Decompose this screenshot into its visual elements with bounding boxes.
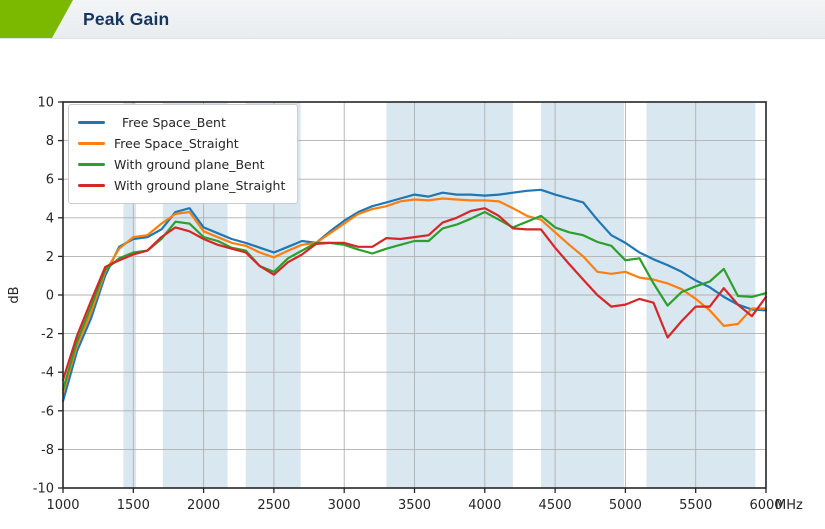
y-axis-label: dB (7, 286, 22, 303)
y-tick-label: 10 (37, 96, 54, 111)
legend-line-swatch (78, 163, 105, 166)
legend-item: Free Space_Straight (78, 133, 285, 154)
legend-label: With ground plane_Bent (114, 157, 265, 172)
page-title: Peak Gain (83, 9, 170, 29)
header-bar: Peak Gain (0, 0, 825, 39)
y-tick-label: 4 (46, 211, 54, 226)
legend-line-swatch (78, 184, 105, 187)
x-tick-label: 2500 (257, 498, 290, 513)
x-tick-label: 3000 (328, 498, 361, 513)
series-line (61, 210, 768, 391)
legend-label: With ground plane_Straight (114, 178, 286, 193)
y-tick-label: 0 (46, 289, 54, 304)
y-tick-label: -10 (33, 482, 54, 497)
legend-label: Free Space_Bent (114, 115, 226, 130)
y-tick-label: -4 (41, 366, 54, 381)
series-line (61, 197, 768, 395)
y-tick-label: 2 (46, 250, 54, 265)
series-line (61, 207, 768, 381)
header-accent-shape (0, 0, 73, 38)
x-axis-unit-label: MHz (775, 498, 803, 513)
legend-line-swatch (78, 142, 105, 145)
legend-item: Free Space_Bent (78, 112, 285, 133)
y-tick-label: -8 (41, 443, 54, 458)
legend-item: With ground plane_Straight (78, 175, 285, 196)
y-tick-label: -2 (41, 327, 54, 342)
y-tick-label: 6 (46, 173, 54, 188)
x-tick-label: 5500 (679, 498, 712, 513)
x-tick-label: 4500 (539, 498, 572, 513)
legend-item: With ground plane_Bent (78, 154, 285, 175)
x-tick-label: 2000 (187, 498, 220, 513)
y-tick-label: -6 (41, 404, 54, 419)
legend-line-swatch (78, 121, 105, 124)
x-tick-label: 6000 (749, 498, 782, 513)
y-tick-label: 8 (46, 134, 54, 149)
legend-label: Free Space_Straight (114, 136, 239, 151)
x-tick-label: 3500 (398, 498, 431, 513)
x-tick-label: 1500 (117, 498, 150, 513)
series-line (61, 188, 768, 403)
x-tick-label: 1000 (46, 498, 79, 513)
x-tick-label: 4000 (468, 498, 501, 513)
chart-legend: Free Space_Bent Free Space_Straight With g… (68, 104, 299, 204)
x-tick-label: 5000 (609, 498, 642, 513)
